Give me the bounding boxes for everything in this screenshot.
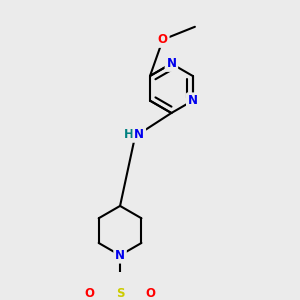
Text: N: N [167, 57, 176, 70]
Text: O: O [146, 287, 156, 300]
Text: N: N [115, 249, 125, 262]
Text: O: O [158, 33, 168, 46]
Text: O: O [84, 287, 94, 300]
Text: N: N [188, 94, 198, 107]
Text: S: S [116, 287, 124, 300]
Text: N: N [134, 128, 144, 141]
Text: H: H [124, 128, 134, 141]
